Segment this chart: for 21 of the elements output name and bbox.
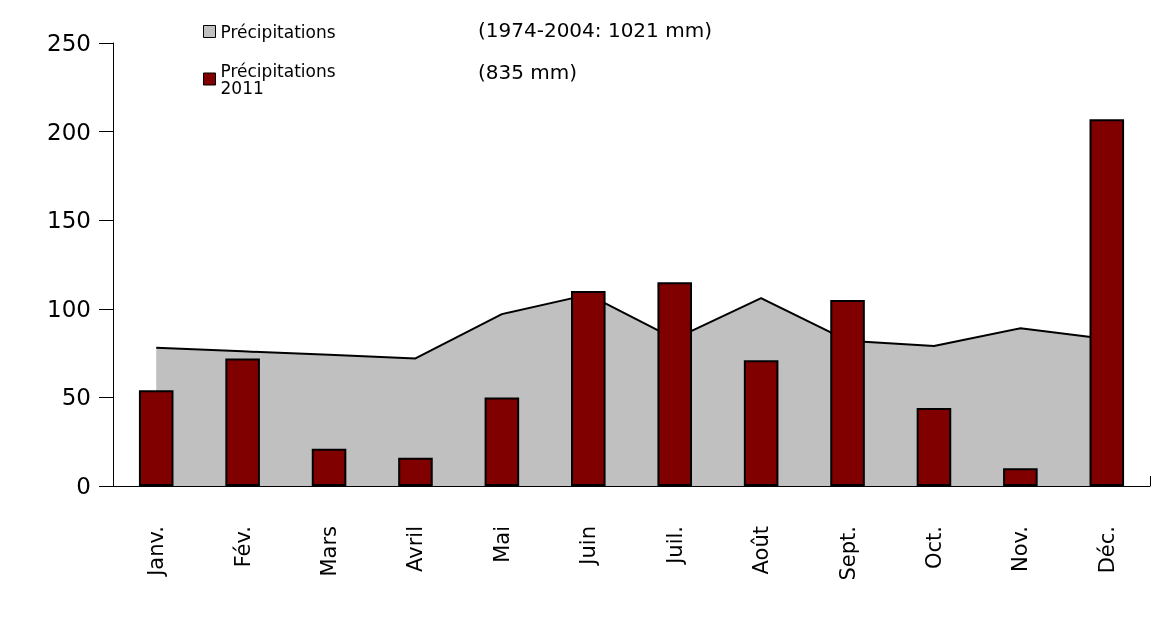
- text: (1974-2004: 1021 mm): [478, 18, 712, 42]
- y-tick-label: 200: [47, 118, 91, 145]
- y-tick-label: 150: [47, 207, 91, 234]
- x-tick-label: Juin: [576, 526, 601, 567]
- x-tick-label: Mai: [489, 526, 514, 563]
- x-tick-label: Avril: [403, 526, 428, 572]
- annotation: (835 mm): [478, 60, 578, 84]
- x-tick-label: Juil.: [662, 526, 687, 566]
- y-tick-label: 100: [47, 295, 91, 322]
- x-tick-label: Mars: [317, 526, 342, 577]
- x-tick-label: Sept.: [835, 526, 860, 581]
- x-tick-label: Janv.: [144, 526, 169, 578]
- y-tick-label: 0: [76, 473, 91, 499]
- x-tick-label: Août: [749, 526, 774, 575]
- y-tick-label: 250: [47, 30, 91, 56]
- y-tick-label: 50: [61, 384, 91, 411]
- x-tick-label: Fév.: [230, 526, 255, 568]
- text: Précipitations: [220, 21, 336, 42]
- x-tick-label: Nov.: [1008, 526, 1033, 573]
- x-tick-label: Oct.: [921, 526, 946, 569]
- x-tick-label: Déc.: [1094, 526, 1119, 574]
